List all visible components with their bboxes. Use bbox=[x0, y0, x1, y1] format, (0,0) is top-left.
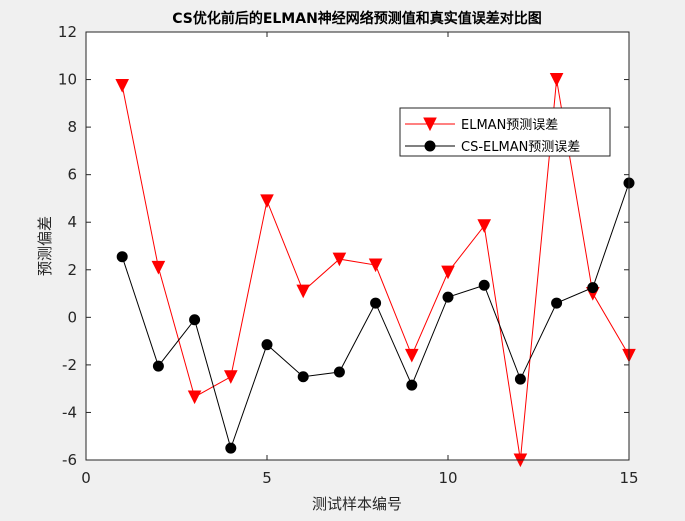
series-2-point bbox=[189, 314, 201, 326]
series-1-point bbox=[115, 79, 130, 93]
legend-label-2: CS-ELMAN预测误差 bbox=[461, 140, 580, 155]
legend: ELMAN预测误差 CS-ELMAN预测误差 bbox=[399, 107, 611, 157]
y-tick-label: 0 bbox=[67, 308, 77, 326]
axis-ticks: 0 5 10 15 -6 -4 -2 0 2 4 6 8 10 12 bbox=[58, 23, 639, 487]
series-1-point bbox=[223, 370, 238, 384]
series-1-point bbox=[332, 252, 347, 267]
y-tick-label: 8 bbox=[67, 118, 77, 136]
series-1-point bbox=[549, 73, 564, 87]
x-tick-label: 15 bbox=[619, 469, 638, 487]
series-1-point bbox=[260, 194, 274, 208]
series-1-point bbox=[187, 390, 202, 405]
series-2-point bbox=[587, 282, 599, 294]
x-tick-label: 5 bbox=[262, 469, 272, 487]
x-axis-label: 测试样本编号 bbox=[312, 495, 402, 513]
chart-marks bbox=[115, 73, 636, 468]
y-tick-label: 10 bbox=[58, 71, 77, 89]
y-tick-label: -4 bbox=[62, 403, 77, 421]
series-1-point bbox=[368, 258, 383, 273]
plot-area bbox=[86, 32, 629, 460]
series-2-point bbox=[297, 371, 309, 383]
series-2-point bbox=[333, 366, 345, 378]
y-tick-label: 4 bbox=[67, 213, 77, 231]
y-tick-label: -2 bbox=[62, 356, 77, 374]
series-2-point bbox=[370, 297, 382, 309]
series-2-point bbox=[406, 379, 418, 391]
x-tick-label: 10 bbox=[438, 469, 457, 487]
y-tick-label: 2 bbox=[67, 261, 77, 279]
axes-box bbox=[85, 31, 630, 461]
series-2-point bbox=[551, 297, 563, 309]
legend-label-1: ELMAN预测误差 bbox=[461, 118, 558, 133]
series-1-point bbox=[296, 284, 311, 299]
legend-marker-2 bbox=[424, 140, 436, 152]
series-1-point bbox=[151, 260, 166, 275]
series-2-point bbox=[478, 279, 490, 291]
series-2-point bbox=[514, 373, 526, 385]
chart-title: CS优化前后的ELMAN神经网络预测值和真实值误差对比图 bbox=[172, 10, 542, 27]
y-tick-label: 6 bbox=[67, 166, 77, 184]
y-tick-label: -6 bbox=[62, 451, 77, 469]
series-2-point bbox=[261, 339, 273, 351]
series-1-point bbox=[404, 348, 419, 363]
x-tick-label: 0 bbox=[81, 469, 91, 487]
series-2-point bbox=[442, 291, 454, 303]
y-axis-label: 预测偏差 bbox=[36, 216, 54, 276]
series-1-point bbox=[477, 219, 492, 233]
y-tick-label: 12 bbox=[58, 23, 77, 41]
series-2-point bbox=[116, 251, 128, 263]
series-1-point bbox=[441, 265, 455, 280]
legend-marker-1 bbox=[423, 117, 437, 132]
series-2-point bbox=[152, 360, 164, 372]
series-2-point bbox=[225, 442, 237, 454]
